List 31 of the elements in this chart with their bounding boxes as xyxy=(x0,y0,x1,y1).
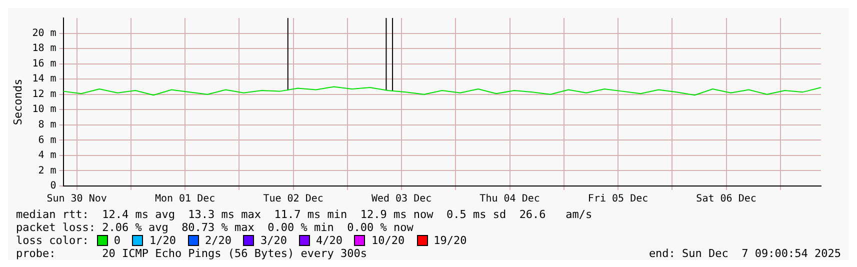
legend-label: 19/20 xyxy=(434,234,467,247)
y-tick-label: 4 m xyxy=(38,150,56,162)
y-tick-label: 12 m xyxy=(32,88,56,100)
y-tick-label: 8 m xyxy=(38,120,56,131)
y-tick-label: 2 m xyxy=(38,165,56,176)
text: median rtt: 12.4 ms avg 13.3 ms max 11.7 ms min 12.9 ms now 0.5 ms sd 26.6 am/s xyxy=(16,208,594,221)
x-tick-label: Sun 30 Nov xyxy=(46,194,107,205)
legend-label: 0 xyxy=(114,234,120,247)
y-tick-label: 0 xyxy=(50,180,56,192)
y-tick-label: 20 m xyxy=(32,28,56,39)
legend-label: 3/20 xyxy=(260,234,287,247)
legend-label: 1/20 xyxy=(149,234,176,247)
text: end: Sun Dec 7 09:00:54 2025 xyxy=(648,247,841,260)
x-tick-label: Mon 01 Dec xyxy=(154,194,216,205)
y-tick-label: 14 m xyxy=(32,74,56,85)
y-tick-label: 18 m xyxy=(32,43,56,54)
legend-label: 10/20 xyxy=(371,234,405,247)
x-tick-label: Tue 02 Dec xyxy=(263,194,324,205)
y-tick-label: 10 m xyxy=(32,104,56,116)
x-tick-label: Thu 04 Dec xyxy=(480,194,540,205)
x-tick-label: Sat 06 Dec xyxy=(696,194,756,205)
legend-title: loss color: xyxy=(16,234,89,247)
text: packet loss: 2.06 % avg 80.73 % max 0.00 % min 0.00 % now xyxy=(16,221,414,234)
y-tick-label: 6 m xyxy=(38,134,56,146)
x-tick-label: Fri 05 Dec xyxy=(588,194,648,205)
y-tick-label: 16 m xyxy=(32,58,56,70)
text: probe: 20 ICMP Echo Pings (56 Bytes) every 300s xyxy=(16,247,367,260)
y-axis-title: Seconds xyxy=(11,78,24,126)
x-tick-label: Wed 03 Dec xyxy=(371,194,432,205)
legend-label: 2/20 xyxy=(204,234,232,247)
legend-label: 4/20 xyxy=(316,234,342,247)
